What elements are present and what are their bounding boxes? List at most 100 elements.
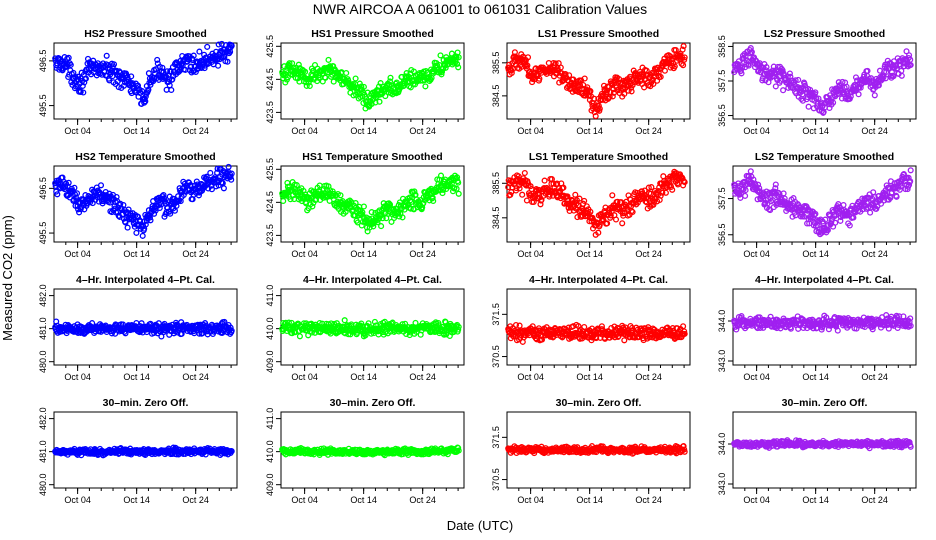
data-point: [281, 70, 288, 77]
data-point: [455, 190, 462, 197]
data-point: [801, 82, 809, 89]
y-tick-label: 343.0: [717, 350, 727, 373]
data-point: [179, 188, 186, 195]
data-point: [407, 205, 414, 212]
data-point: [541, 177, 548, 184]
x-tick-label: Oct 04: [517, 372, 544, 382]
x-tick-label: Oct 14: [123, 495, 150, 505]
x-tick-label: Oct 14: [123, 249, 150, 259]
chart-panel: 4–Hr. Interpolated 4–Pt. Cal.Oct 04 Oct 1…: [38, 274, 238, 382]
panel-title: 4–Hr. Interpolated 4–Pt. Cal.: [303, 274, 442, 286]
data-point: [564, 193, 571, 200]
data-point: [592, 113, 599, 120]
data-point: [196, 330, 203, 337]
data-point: [852, 74, 860, 81]
y-tick-label: 409.0: [265, 350, 275, 373]
data-point: [792, 77, 799, 84]
x-tick-label: Oct 04: [64, 372, 91, 382]
y-tick-label: 495.5: [38, 222, 48, 245]
x-tick-label: Oct 24: [861, 126, 888, 136]
x-tick-label: Oct 24: [182, 126, 209, 136]
data-point: [293, 182, 300, 189]
data-point: [113, 193, 120, 201]
data-point: [454, 60, 461, 68]
data-point: [167, 210, 174, 217]
data-point: [811, 211, 818, 218]
data-point: [227, 173, 234, 180]
figure-y-axis-label: Measured CO2 (ppm): [0, 215, 15, 341]
y-tick-label: 480.0: [38, 350, 48, 373]
data-point: [201, 65, 208, 72]
panel-title: LS1 Pressure Smoothed: [538, 28, 659, 40]
data-point: [176, 68, 183, 75]
data-point: [840, 201, 847, 209]
data-point: [164, 68, 171, 75]
data-point: [142, 221, 149, 228]
data-point: [437, 172, 445, 179]
data-point: [302, 68, 309, 75]
data-point: [387, 74, 394, 81]
data-point: [154, 56, 161, 63]
data-point: [576, 195, 583, 202]
x-tick-label: Oct 14: [576, 249, 603, 259]
data-point: [681, 330, 688, 337]
data-point: [228, 170, 235, 177]
data-point: [583, 203, 590, 210]
data-point: [557, 64, 564, 71]
data-point: [772, 185, 779, 192]
y-tick-label: 371.5: [491, 303, 501, 326]
data-point: [160, 195, 168, 202]
data-point: [378, 223, 385, 230]
y-tick-label: 482.0: [38, 407, 48, 430]
data-point: [598, 323, 605, 330]
panel-title: HS1 Temperature Smoothed: [302, 151, 442, 163]
data-point: [328, 320, 335, 327]
data-point: [680, 43, 687, 50]
data-point: [812, 89, 819, 96]
data-point: [207, 169, 214, 176]
data-point: [309, 203, 316, 210]
data-point: [519, 191, 526, 198]
data-point: [73, 190, 81, 197]
data-point: [864, 204, 872, 211]
data-point: [619, 220, 626, 227]
data-point: [185, 56, 193, 63]
data-point: [438, 71, 445, 78]
data-point: [536, 75, 543, 82]
chart-panel: 30–min. Zero Off.Oct 04 Oct 14 Oct 24409.0…: [265, 397, 465, 505]
x-tick-label: Oct 04: [291, 126, 318, 136]
data-point: [781, 195, 788, 202]
data-point: [54, 191, 61, 198]
x-tick-label: Oct 14: [350, 372, 377, 382]
data-point: [578, 213, 585, 220]
data-point: [822, 216, 829, 223]
data-point: [834, 327, 841, 334]
data-point: [379, 215, 386, 222]
data-point: [376, 98, 383, 105]
plot-frame: [732, 165, 917, 243]
data-point: [657, 73, 664, 80]
y-tick-label: 385.5: [491, 172, 501, 195]
data-point: [681, 328, 688, 335]
y-tick-label: 481.0: [38, 317, 48, 340]
data-point: [524, 54, 532, 61]
data-point: [669, 186, 676, 193]
chart-panel: 4–Hr. Interpolated 4–Pt. Cal.Oct 04 Oct 1…: [491, 274, 691, 382]
y-tick-label: 495.5: [38, 94, 48, 117]
data-point: [110, 61, 118, 68]
y-tick-label: 358.5: [717, 35, 727, 58]
x-tick-label: Oct 14: [123, 372, 150, 382]
data-point: [358, 83, 365, 90]
data-point: [893, 62, 900, 69]
data-point: [772, 83, 779, 90]
data-point: [454, 174, 461, 181]
data-point: [614, 198, 621, 205]
data-point: [907, 322, 914, 329]
data-point: [430, 197, 437, 205]
data-point: [881, 68, 888, 76]
data-point: [835, 79, 842, 86]
data-point: [907, 61, 914, 69]
x-tick-label: Oct 04: [517, 126, 544, 136]
